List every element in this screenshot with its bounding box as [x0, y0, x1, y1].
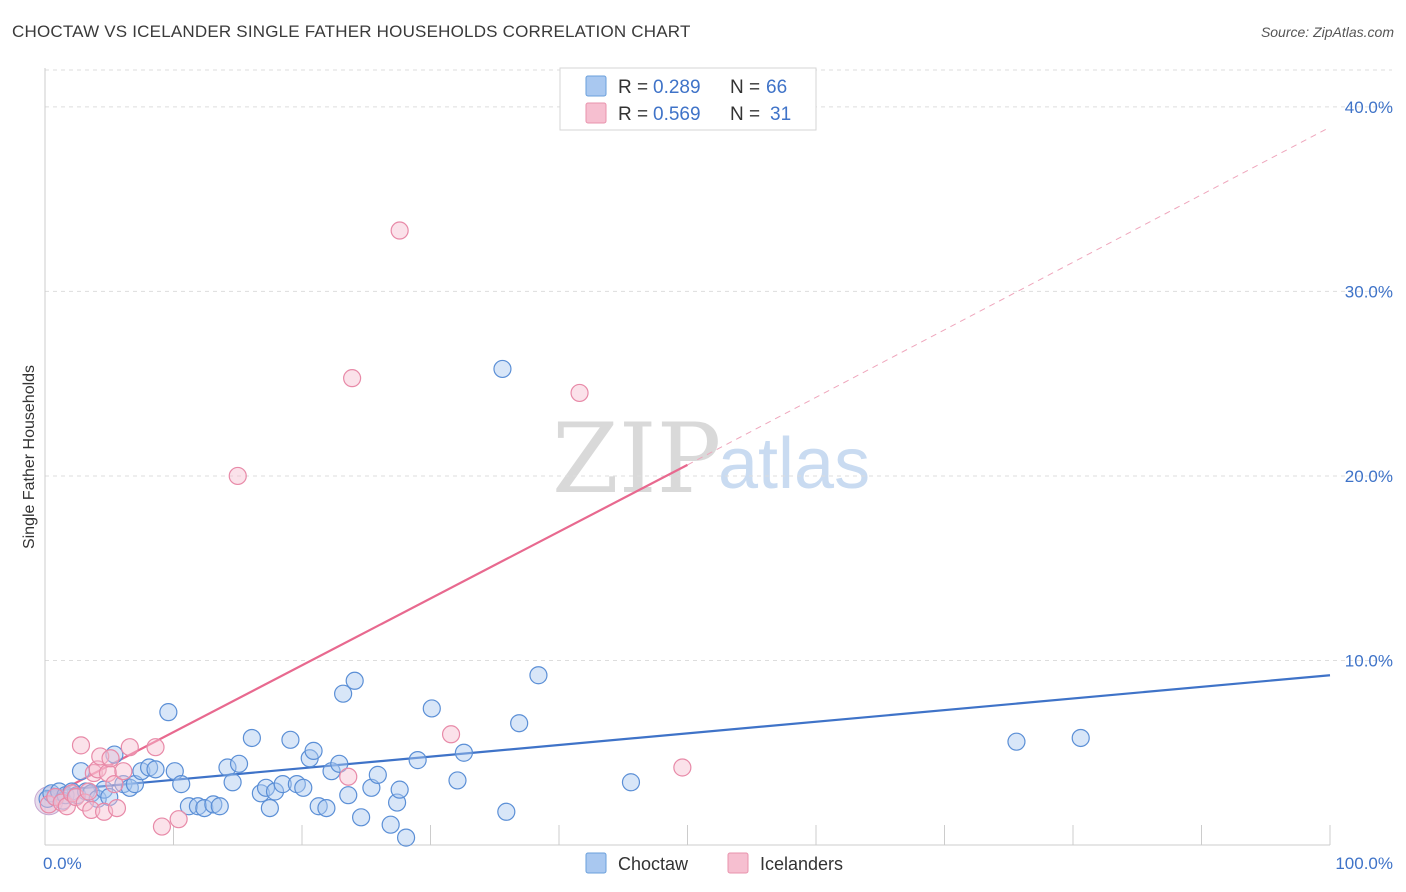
data-point-choctaw — [317, 798, 336, 818]
data-points — [34, 221, 1090, 847]
legend-swatch-choctaw — [585, 852, 607, 874]
y-tick-label: 40.0% — [1345, 98, 1393, 117]
data-point-choctaw — [273, 775, 292, 794]
series-legend: Choctaw Icelanders — [585, 852, 843, 874]
data-point-icelanders — [146, 738, 165, 757]
legend-label-choctaw: Choctaw — [618, 854, 689, 874]
data-point-icelanders — [169, 810, 188, 829]
chart-title: CHOCTAW VS ICELANDER SINGLE FATHER HOUSE… — [12, 22, 691, 41]
data-point-choctaw — [422, 699, 441, 718]
data-point-icelanders — [339, 767, 358, 786]
data-point-choctaw — [281, 730, 300, 749]
data-point-choctaw — [529, 666, 548, 685]
data-point-choctaw — [1007, 732, 1026, 751]
grid-lines — [45, 69, 1392, 661]
data-point-choctaw — [454, 743, 474, 762]
data-point-icelanders — [98, 763, 118, 783]
correlation-legend: R = 0.289 N = 66 R = 0.569 N = 31 — [559, 67, 817, 131]
legend-swatch-choctaw — [585, 75, 607, 97]
legend-r-value-choctaw: 0.289 — [653, 77, 701, 98]
data-point-choctaw — [368, 765, 387, 784]
data-point-icelanders — [107, 798, 127, 818]
data-point-icelanders — [79, 782, 98, 801]
legend-n-label: N = — [730, 104, 760, 125]
data-point-choctaw — [139, 758, 159, 777]
data-point-choctaw — [146, 760, 165, 779]
data-point-choctaw — [265, 782, 285, 801]
axes — [44, 68, 1331, 846]
legend-r-value-icelanders: 0.569 — [653, 104, 701, 125]
data-point-choctaw — [493, 359, 512, 379]
y-tick-label: 30.0% — [1345, 282, 1393, 301]
data-point-choctaw — [339, 786, 358, 805]
data-point-choctaw — [251, 784, 270, 803]
legend-label-icelanders: Icelanders — [760, 854, 843, 874]
data-point-choctaw — [408, 751, 427, 770]
data-point-icelanders — [441, 725, 461, 744]
data-point-choctaw — [172, 775, 191, 794]
legend-n-value-choctaw: 66 — [766, 77, 787, 98]
tick-labels: 10.0% 20.0% 30.0% 40.0% 0.0% 100.0% — [43, 98, 1393, 873]
data-point-icelanders — [152, 817, 172, 836]
watermark-atlas: atlas — [718, 424, 870, 504]
data-point-choctaw — [294, 778, 313, 797]
data-point-choctaw — [345, 671, 364, 690]
trendlines — [44, 126, 1331, 800]
data-point-icelanders — [570, 383, 589, 403]
data-point-icelanders — [75, 793, 94, 812]
data-point-choctaw — [390, 780, 409, 799]
data-point-choctaw — [330, 754, 349, 773]
data-point-choctaw — [260, 798, 279, 818]
data-point-icelanders — [228, 466, 247, 486]
trendline-icelanders-extension — [687, 126, 1331, 466]
x-tick-label: 0.0% — [43, 854, 82, 873]
data-point-icelanders — [101, 749, 120, 768]
data-point-choctaw — [334, 684, 353, 703]
data-point-icelanders — [673, 758, 692, 777]
data-point-choctaw — [204, 795, 223, 814]
data-point-choctaw — [195, 798, 214, 818]
data-point-choctaw — [322, 762, 341, 781]
data-point-choctaw — [352, 808, 371, 827]
legend-r-label: R = — [618, 104, 648, 125]
data-point-choctaw — [381, 815, 400, 834]
data-point-icelanders — [105, 775, 124, 794]
data-point-choctaw — [223, 773, 242, 792]
data-point-choctaw — [229, 754, 249, 773]
legend-swatch-icelanders — [585, 102, 607, 124]
source-credit: Source: ZipAtlas.com — [1260, 24, 1394, 40]
data-point-choctaw — [210, 797, 229, 816]
data-point-choctaw — [396, 828, 416, 847]
legend-n-value-icelanders: 31 — [770, 104, 791, 125]
data-point-choctaw — [1071, 728, 1090, 748]
legend-r-label: R = — [618, 77, 648, 98]
x-tick-label: 100.0% — [1335, 854, 1393, 873]
y-tick-label: 20.0% — [1345, 467, 1393, 486]
watermark-zip: ZIP — [552, 403, 721, 515]
trendline-icelanders — [44, 463, 689, 800]
data-point-icelanders — [71, 736, 91, 755]
data-point-choctaw — [448, 771, 467, 790]
data-point-icelanders — [343, 369, 362, 388]
data-point-choctaw — [510, 714, 529, 733]
data-point-icelanders — [120, 738, 139, 757]
data-point-choctaw — [188, 797, 208, 816]
data-point-choctaw — [621, 773, 641, 792]
data-point-choctaw — [159, 703, 178, 722]
y-axis-title: Single Father Households — [21, 365, 38, 549]
data-point-choctaw — [497, 802, 516, 821]
trendline-choctaw — [44, 674, 1331, 793]
data-point-icelanders — [114, 762, 133, 781]
legend-n-label: N = — [730, 77, 760, 98]
data-point-choctaw — [304, 741, 323, 760]
data-point-choctaw — [242, 728, 261, 748]
data-point-icelanders — [390, 221, 409, 240]
y-tick-label: 10.0% — [1345, 651, 1393, 670]
legend-swatch-icelanders — [727, 852, 749, 874]
